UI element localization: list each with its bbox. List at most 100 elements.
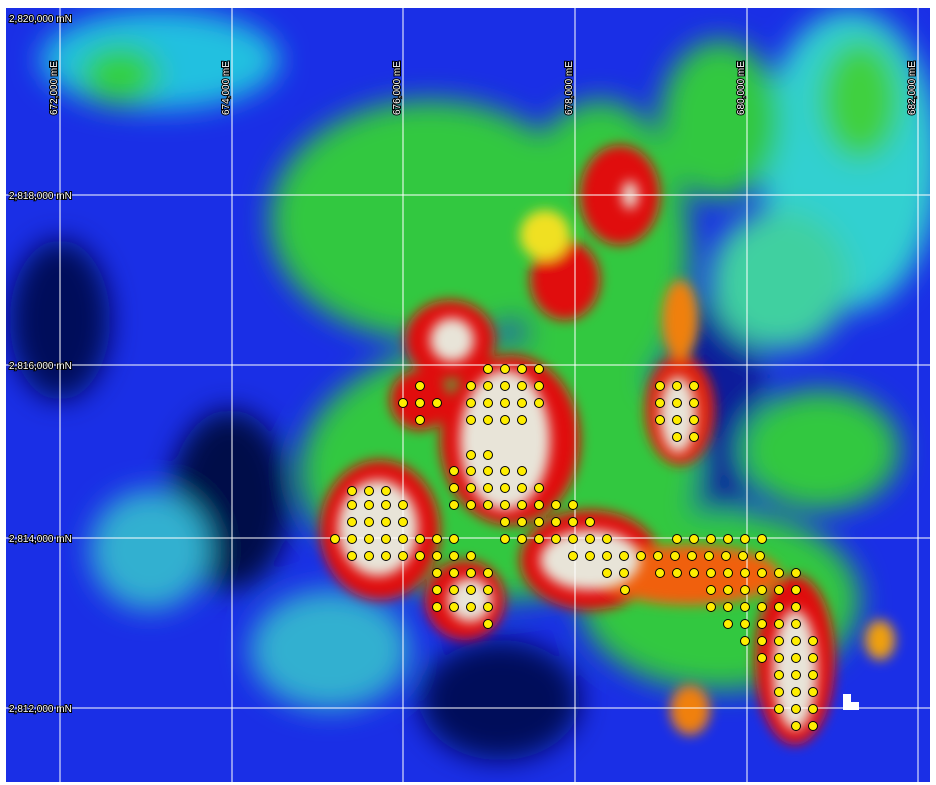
drill-hole xyxy=(449,466,459,476)
drill-hole xyxy=(774,602,784,612)
drill-hole xyxy=(534,483,544,493)
drill-hole xyxy=(466,483,476,493)
drill-hole xyxy=(706,602,716,612)
drill-hole xyxy=(347,517,357,527)
drill-hole xyxy=(398,398,408,408)
drill-hole xyxy=(534,398,544,408)
drill-hole xyxy=(672,432,682,442)
drill-hole xyxy=(723,585,733,595)
drill-hole xyxy=(483,398,493,408)
drill-hole xyxy=(500,381,510,391)
drill-hole xyxy=(791,636,801,646)
drill-hole xyxy=(483,602,493,612)
drill-hole xyxy=(757,568,767,578)
drill-hole xyxy=(381,486,391,496)
northing-label: 2,818,000 mN xyxy=(9,191,72,202)
drill-hole xyxy=(689,432,699,442)
drill-hole xyxy=(517,381,527,391)
easting-label: 676,000 mE xyxy=(392,61,403,115)
drill-hole xyxy=(449,500,459,510)
drill-hole xyxy=(483,450,493,460)
drill-hole xyxy=(636,551,646,561)
drill-hole xyxy=(517,415,527,425)
drill-hole xyxy=(381,517,391,527)
drill-hole xyxy=(774,653,784,663)
drill-hole xyxy=(449,534,459,544)
drill-hole xyxy=(706,568,716,578)
drill-hole xyxy=(757,636,767,646)
drill-hole xyxy=(791,602,801,612)
drill-hole xyxy=(500,483,510,493)
drill-hole xyxy=(449,483,459,493)
drill-hole xyxy=(330,534,340,544)
drill-hole xyxy=(723,534,733,544)
drill-hole xyxy=(740,568,750,578)
drill-hole xyxy=(738,551,748,561)
drill-hole xyxy=(483,619,493,629)
drill-hole xyxy=(808,636,818,646)
drill-hole xyxy=(655,381,665,391)
drill-hole xyxy=(568,551,578,561)
drill-hole xyxy=(517,483,527,493)
drill-hole xyxy=(347,551,357,561)
drill-hole xyxy=(415,398,425,408)
drill-hole xyxy=(585,517,595,527)
drill-hole xyxy=(740,602,750,612)
drill-hole xyxy=(483,483,493,493)
drill-hole xyxy=(774,687,784,697)
drill-hole xyxy=(620,585,630,595)
drill-hole xyxy=(704,551,714,561)
northing-label: 2,820,000 mN xyxy=(9,14,72,25)
drill-hole xyxy=(381,551,391,561)
drill-hole xyxy=(534,364,544,374)
drill-hole xyxy=(755,551,765,561)
drill-hole xyxy=(398,517,408,527)
drill-hole xyxy=(689,381,699,391)
drill-hole xyxy=(619,568,629,578)
drill-hole xyxy=(398,534,408,544)
drill-hole xyxy=(466,381,476,391)
drill-hole xyxy=(449,568,459,578)
drill-hole xyxy=(723,602,733,612)
drill-hole xyxy=(415,381,425,391)
drill-hole xyxy=(585,534,595,544)
drill-hole xyxy=(672,534,682,544)
drill-hole xyxy=(672,398,682,408)
drill-hole xyxy=(398,551,408,561)
drill-hole xyxy=(672,568,682,578)
drill-hole xyxy=(500,517,510,527)
drill-hole xyxy=(415,551,425,561)
drill-hole xyxy=(483,500,493,510)
drill-hole xyxy=(517,466,527,476)
drill-hole xyxy=(483,415,493,425)
drill-hole xyxy=(432,398,442,408)
drill-hole xyxy=(721,551,731,561)
drill-hole xyxy=(706,585,716,595)
drill-hole xyxy=(689,568,699,578)
drill-hole xyxy=(364,500,374,510)
drill-hole xyxy=(568,534,578,544)
drill-hole xyxy=(500,500,510,510)
drill-hole xyxy=(483,466,493,476)
drill-hole xyxy=(602,534,612,544)
drill-hole xyxy=(483,364,493,374)
drill-hole xyxy=(689,415,699,425)
drill-hole xyxy=(449,602,459,612)
drill-hole xyxy=(655,398,665,408)
drill-hole xyxy=(347,486,357,496)
drill-hole xyxy=(774,670,784,680)
drill-hole xyxy=(364,534,374,544)
drill-hole xyxy=(757,534,767,544)
drill-hole xyxy=(723,568,733,578)
drill-hole xyxy=(466,466,476,476)
drill-hole xyxy=(689,398,699,408)
drill-hole xyxy=(483,381,493,391)
drill-hole xyxy=(757,585,767,595)
drill-hole xyxy=(602,551,612,561)
easting-label: 678,000 mE xyxy=(564,61,575,115)
drill-hole xyxy=(500,398,510,408)
drill-hole xyxy=(449,551,459,561)
drill-hole xyxy=(347,500,357,510)
drill-hole xyxy=(791,670,801,680)
